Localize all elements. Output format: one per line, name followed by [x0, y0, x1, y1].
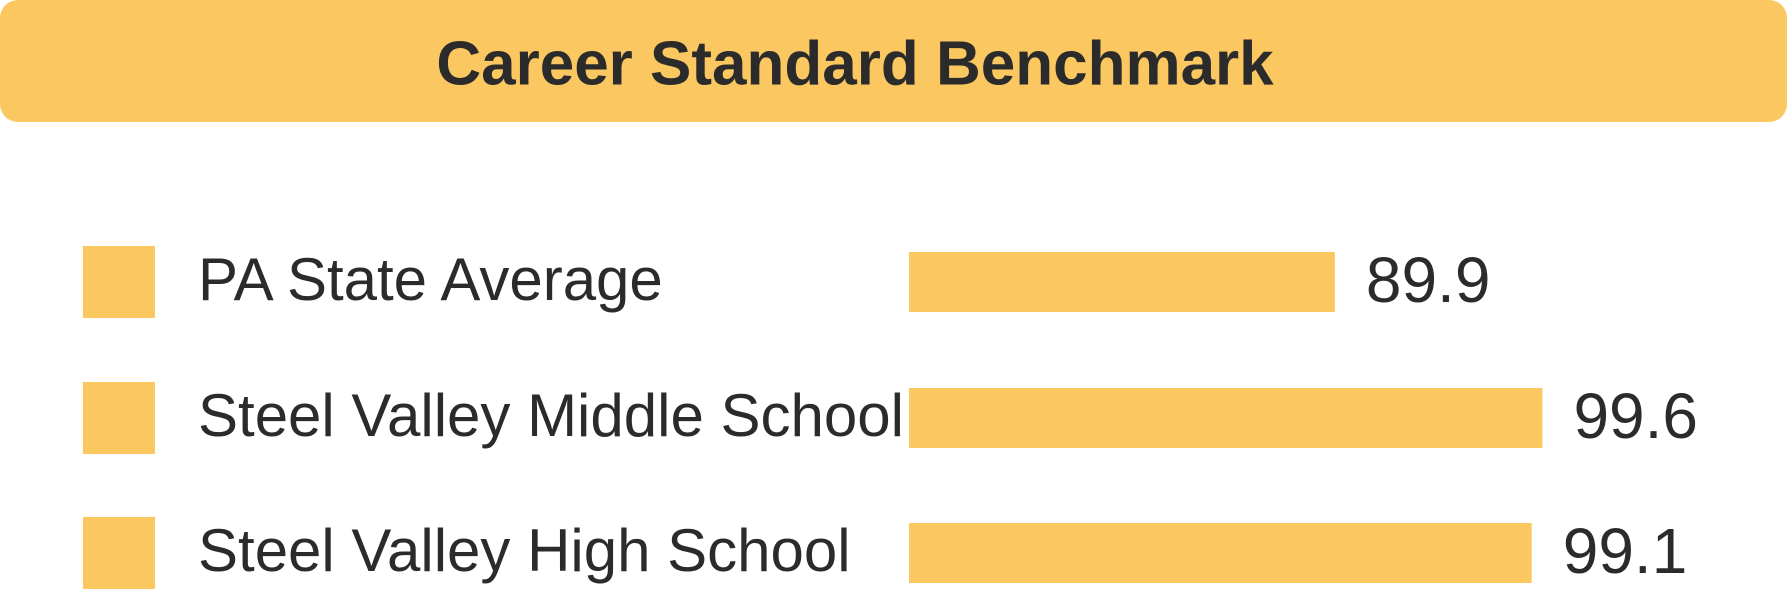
value-label: 99.6 [1573, 380, 1698, 452]
row-marker [83, 517, 155, 589]
bar [909, 252, 1335, 312]
category-label: Steel Valley Middle School [198, 382, 904, 449]
bar [909, 523, 1532, 583]
bar [909, 388, 1543, 448]
category-label: Steel Valley High School [198, 517, 851, 584]
row-marker [83, 382, 155, 454]
value-label: 99.1 [1563, 515, 1688, 587]
row-marker [83, 246, 155, 318]
value-label: 89.9 [1366, 244, 1491, 316]
header-band [0, 0, 1787, 122]
category-label: PA State Average [198, 246, 663, 313]
chart-title: Career Standard Benchmark [436, 29, 1274, 98]
